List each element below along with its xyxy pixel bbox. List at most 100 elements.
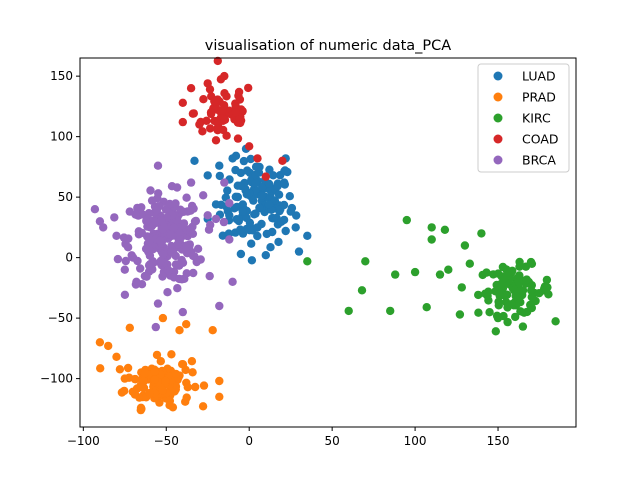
legend-marker-luad <box>493 71 503 81</box>
point-prad <box>125 323 134 332</box>
point-luad <box>269 171 278 180</box>
y-tick-label: 100 <box>50 130 73 144</box>
point-luad <box>236 225 245 234</box>
point-kirc <box>485 308 494 317</box>
point-brca <box>90 205 100 214</box>
point-coad <box>203 79 212 88</box>
point-brca <box>153 161 163 170</box>
x-tick-label: 50 <box>325 434 340 448</box>
point-kirc <box>495 291 504 300</box>
point-brca <box>156 256 166 265</box>
point-brca <box>186 206 195 215</box>
point-kirc <box>503 317 512 327</box>
point-prad <box>95 338 105 347</box>
point-brca <box>110 213 119 222</box>
point-luad <box>285 192 294 201</box>
point-brca <box>169 223 179 233</box>
point-brca <box>140 271 150 281</box>
point-kirc <box>344 306 353 316</box>
point-luad <box>253 231 262 241</box>
legend-label-coad: COAD <box>522 132 559 147</box>
y-tick-label: −100 <box>40 372 73 386</box>
point-luad <box>281 226 290 236</box>
legend: LUAD PRAD KIRC COAD BRCA <box>477 63 570 173</box>
point-luad <box>215 171 224 181</box>
point-brca <box>175 274 184 284</box>
point-brca <box>157 216 166 225</box>
point-kirc <box>514 277 523 287</box>
point-kirc <box>410 267 420 277</box>
plot-frame <box>79 57 577 428</box>
point-brca <box>121 256 130 266</box>
point-coad <box>178 98 187 108</box>
legend-marker-brca <box>493 155 503 165</box>
point-brca <box>144 261 154 270</box>
point-luad <box>264 200 274 209</box>
point-kirc <box>489 270 498 279</box>
point-luad <box>274 190 284 199</box>
point-kirc <box>460 241 470 250</box>
point-luad <box>236 249 246 259</box>
point-luad <box>274 237 283 247</box>
point-kirc <box>494 301 503 310</box>
point-kirc <box>519 308 529 317</box>
point-coad <box>213 56 222 66</box>
point-prad <box>137 383 147 392</box>
point-brca <box>136 264 145 273</box>
legend-marker-kirc <box>493 113 503 123</box>
point-prad <box>96 364 105 373</box>
point-luad <box>223 186 232 195</box>
point-prad <box>150 367 159 376</box>
point-luad <box>246 154 255 164</box>
point-coad <box>195 120 204 129</box>
point-prad <box>175 326 184 335</box>
point-brca <box>120 265 129 274</box>
point-luad <box>203 171 212 180</box>
point-kirc <box>422 303 431 312</box>
point-luad <box>251 179 260 188</box>
point-brca <box>171 199 180 208</box>
point-brca <box>146 186 155 195</box>
point-kirc <box>386 306 395 316</box>
series-coad <box>178 56 287 181</box>
point-kirc <box>542 275 552 285</box>
point-brca <box>163 288 172 297</box>
point-prad <box>156 357 165 366</box>
point-kirc <box>474 290 483 300</box>
point-brca <box>133 203 142 213</box>
y-tick-label: −50 <box>48 311 73 325</box>
point-brca <box>225 199 234 208</box>
point-luad <box>247 239 256 248</box>
point-brca <box>132 277 141 286</box>
point-brca <box>159 223 169 232</box>
point-prad <box>112 352 121 361</box>
point-brca <box>99 223 108 232</box>
legend-marker-prad <box>493 92 503 102</box>
point-luad <box>228 154 237 163</box>
x-tick-label: 0 <box>245 434 253 448</box>
x-tick-label: −50 <box>154 434 179 448</box>
point-kirc <box>515 271 524 280</box>
legend-label-prad: PRAD <box>522 90 556 105</box>
point-prad <box>158 313 168 323</box>
legend-marker-coad <box>493 134 503 144</box>
point-kirc <box>361 257 370 266</box>
point-prad <box>161 376 170 386</box>
point-kirc <box>515 262 524 271</box>
point-brca <box>156 236 165 245</box>
point-luad <box>231 192 240 201</box>
legend-label-brca: BRCA <box>522 153 556 168</box>
x-tick-label: −100 <box>67 434 100 448</box>
point-brca <box>199 191 208 200</box>
point-coad <box>206 124 215 133</box>
point-luad <box>190 156 199 165</box>
point-kirc <box>478 270 487 280</box>
point-prad <box>198 402 208 411</box>
point-kirc <box>493 313 503 323</box>
point-brca <box>219 217 229 227</box>
y-tick-label: 0 <box>65 251 73 265</box>
point-prad <box>145 388 154 398</box>
point-brca <box>172 183 182 192</box>
point-coad <box>222 131 231 140</box>
point-luad <box>255 203 264 212</box>
